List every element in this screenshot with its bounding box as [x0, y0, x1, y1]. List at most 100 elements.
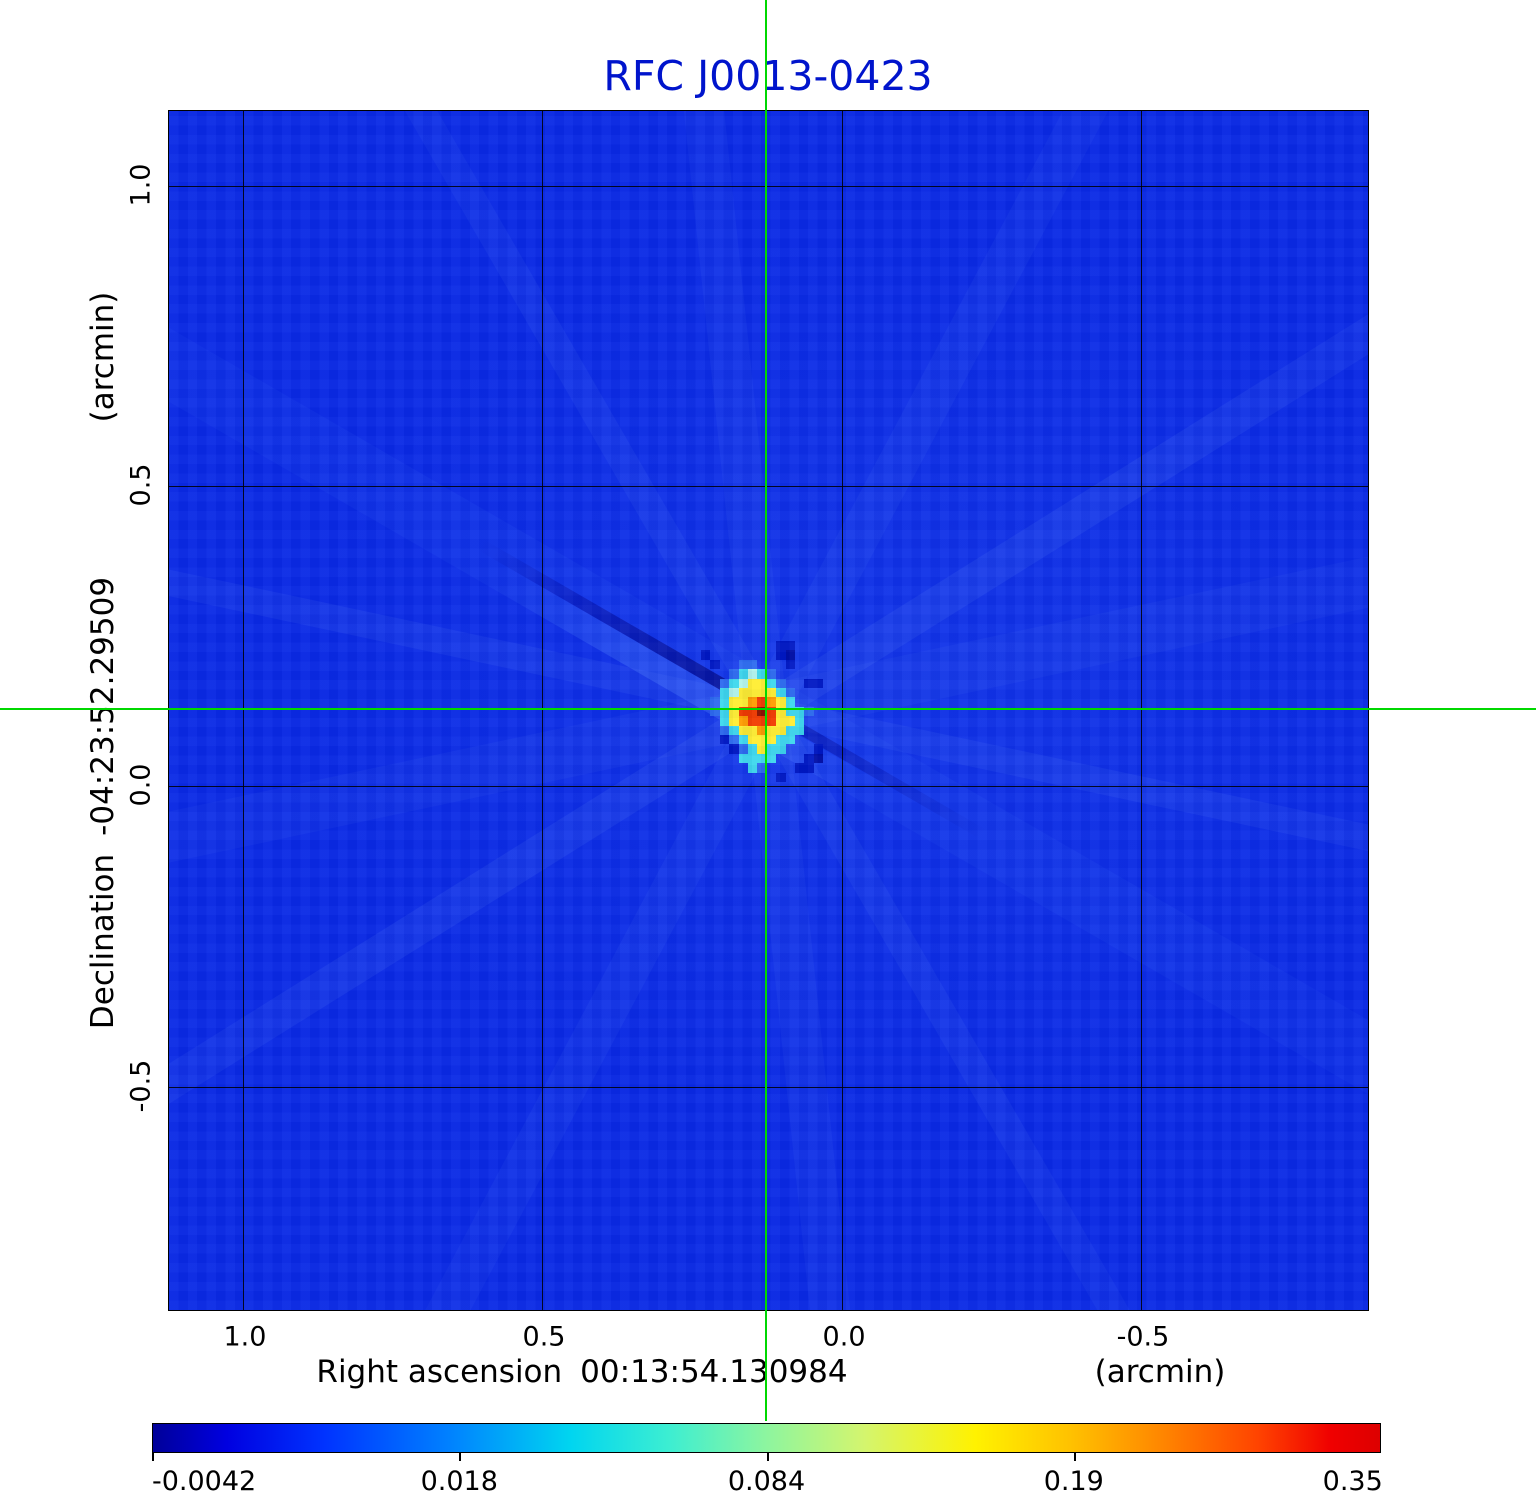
source-pixel — [757, 735, 767, 745]
colorbar — [152, 1423, 1381, 1453]
source-pixel — [785, 688, 796, 698]
source-pixel — [813, 753, 824, 764]
dec-axis-label-text: Declination — [85, 853, 121, 1030]
source-pixel — [795, 763, 805, 773]
source-pixel — [729, 735, 739, 745]
source-pixel — [785, 725, 796, 735]
source-pixel — [757, 725, 767, 735]
source-pixel — [729, 688, 739, 698]
colorbar-tick-label: -0.0042 — [152, 1466, 257, 1497]
dec-axis-unit-label: (arcmin) — [85, 291, 121, 423]
source-pixel — [757, 697, 767, 707]
gridline-vertical — [242, 111, 244, 1310]
source-pixel — [776, 650, 786, 660]
source-pixel — [776, 725, 786, 735]
source-pixel — [757, 678, 767, 688]
dec-tick-label: 0.0 — [125, 763, 157, 807]
source-pixel — [748, 725, 758, 735]
ra-axis-unit-label: (arcmin) — [1094, 1354, 1226, 1390]
source-pixel — [729, 669, 739, 679]
source-pixel — [738, 697, 749, 707]
source-pixel — [729, 716, 739, 726]
source-pixel — [757, 744, 767, 754]
source-pixel — [738, 688, 749, 698]
dec-tick-label: 1.0 — [125, 163, 157, 207]
colorbar-tick-label: 0.084 — [727, 1466, 806, 1497]
source-pixel — [776, 716, 786, 726]
source-pixel — [776, 697, 786, 707]
source-pixel — [738, 753, 749, 764]
source-pixel — [748, 753, 758, 764]
ra-tick-label: -0.5 — [1116, 1321, 1170, 1353]
colorbar-tick-mark — [459, 1453, 462, 1461]
source-pixel — [748, 706, 758, 717]
source-pixel — [748, 669, 758, 679]
gridline-vertical — [542, 111, 544, 1310]
source-pixel — [719, 678, 730, 688]
colorbar-tick-label: 0.018 — [420, 1466, 498, 1497]
source-pixel — [748, 716, 758, 726]
dec-tick-label: 0.5 — [125, 463, 157, 507]
source-pixel — [795, 716, 805, 726]
source-pixel — [729, 744, 739, 754]
ra-tick-label: 0.0 — [822, 1321, 866, 1353]
source-pixel — [766, 706, 777, 717]
colorbar-tick-mark — [766, 1453, 769, 1461]
source-pixel — [701, 650, 711, 660]
source-pixel — [804, 763, 814, 773]
colorbar-tick-mark — [152, 1453, 154, 1461]
dec-axis-value: -04:23:52.29509 — [85, 576, 121, 836]
source-pixel — [776, 688, 786, 698]
radio-source-pixels — [169, 111, 1368, 1310]
ra-tick-label: 1.0 — [223, 1321, 267, 1353]
colorbar-tick-label: 0.19 — [1043, 1466, 1104, 1497]
gridline-vertical — [1140, 111, 1142, 1310]
source-pixel — [748, 688, 758, 698]
source-pixel — [776, 744, 786, 754]
source-pixel — [776, 678, 786, 688]
source-pixel — [748, 744, 758, 754]
source-pixel — [738, 706, 749, 717]
source-pixel — [766, 669, 777, 679]
colorbar-tick-label: 0.35 — [1322, 1466, 1383, 1497]
source-pixel — [785, 706, 796, 717]
source-pixel — [757, 669, 767, 679]
gridline-horizontal — [169, 185, 1368, 187]
source-pixel — [766, 725, 777, 735]
source-pixel — [738, 744, 749, 754]
source-pixel — [757, 688, 767, 698]
source-pixel — [729, 678, 739, 688]
gridline-horizontal — [169, 785, 1368, 787]
crosshair-vertical-line — [765, 0, 767, 1421]
source-pixel — [719, 716, 730, 726]
coordinate-gridlines — [169, 111, 1368, 1310]
source-pixel — [785, 641, 796, 651]
source-pixel — [748, 697, 758, 707]
source-pixel — [766, 735, 777, 745]
source-pixel — [785, 716, 796, 726]
source-pixel — [776, 772, 786, 782]
source-pixel — [785, 650, 796, 660]
source-pixel — [757, 706, 767, 717]
source-pixel — [766, 678, 777, 688]
source-pixel — [738, 678, 749, 688]
plot-title: RFC J0013-0423 — [603, 52, 933, 100]
source-pixel — [748, 735, 758, 745]
ra-tick-label: 0.5 — [522, 1321, 566, 1353]
source-pixel — [766, 688, 777, 698]
colorbar-tick-mark — [1073, 1453, 1076, 1461]
ra-axis-label-text: Right ascension — [316, 1354, 563, 1390]
source-pixel — [738, 669, 749, 679]
source-pixel — [776, 706, 786, 717]
source-pixel — [757, 753, 767, 764]
source-pixel — [776, 735, 786, 745]
source-pixel — [719, 735, 730, 745]
source-pixel — [719, 725, 730, 735]
plot-area — [168, 110, 1369, 1311]
source-pixel — [710, 706, 720, 717]
source-pixel — [719, 688, 730, 698]
source-pixel — [748, 763, 758, 773]
source-pixel — [804, 753, 814, 764]
source-pixel — [719, 697, 730, 707]
